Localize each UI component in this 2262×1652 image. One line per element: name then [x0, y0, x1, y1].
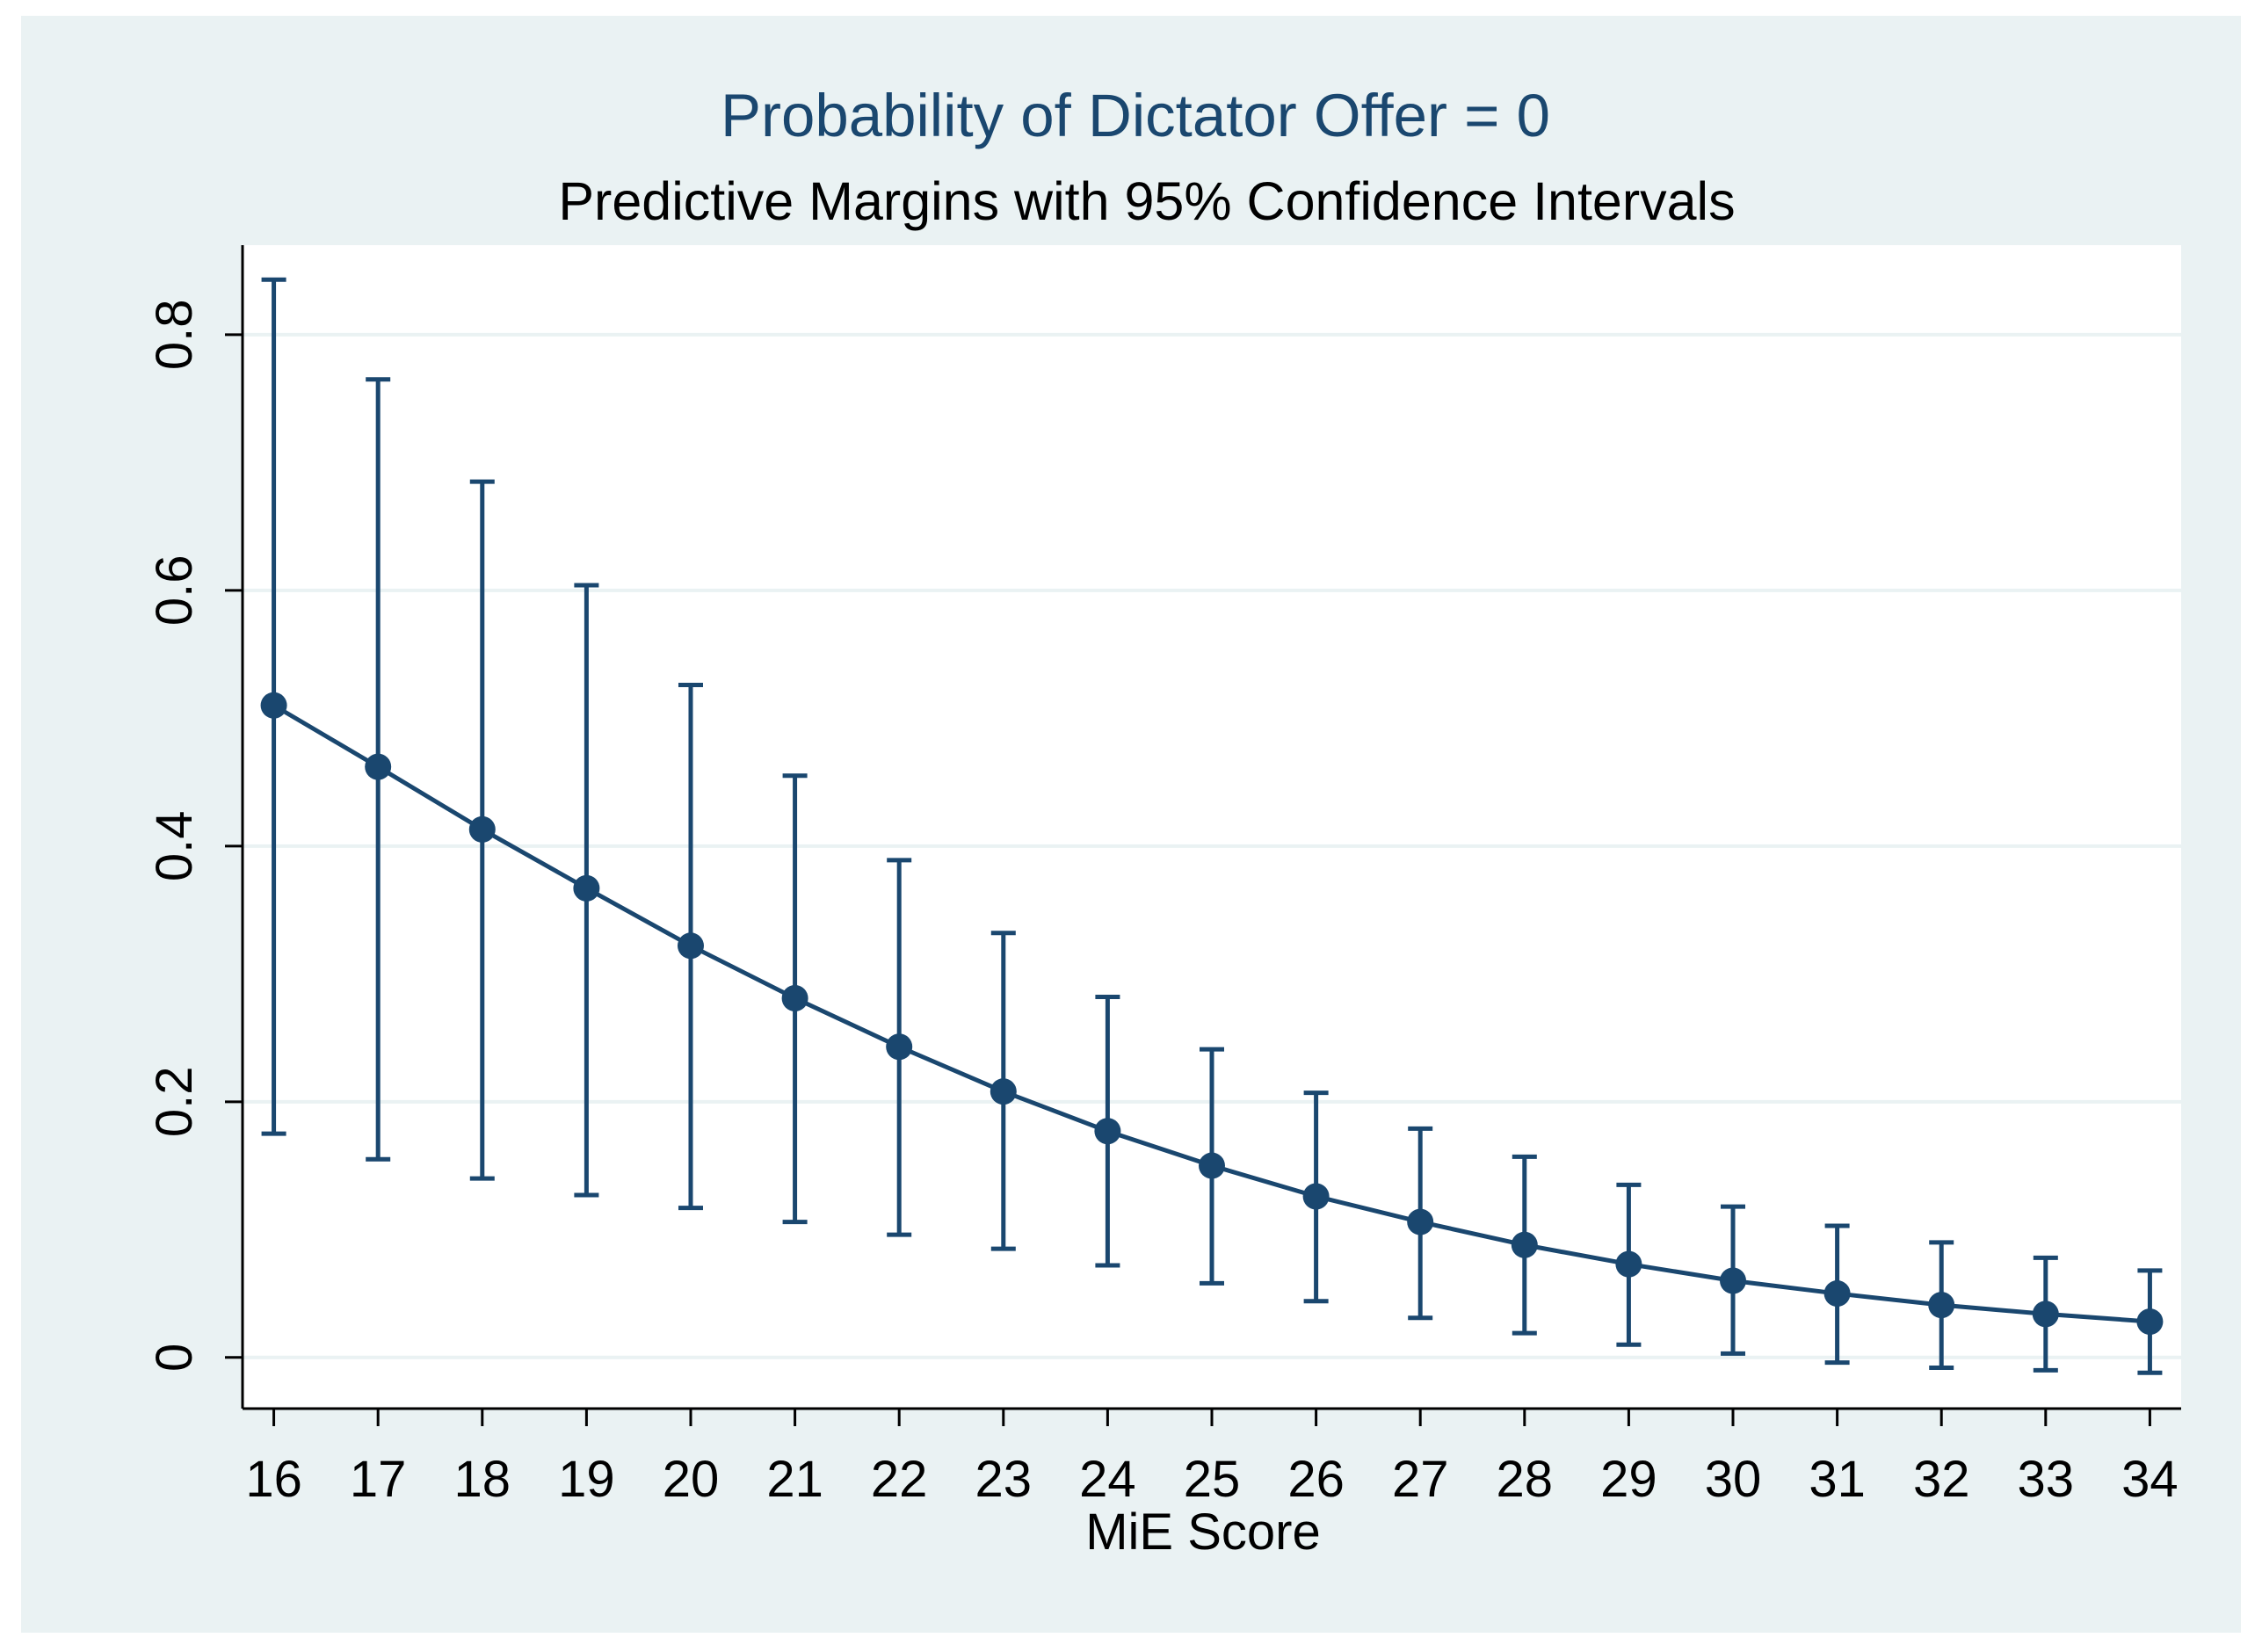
x-tick-label-18: 34: [2121, 1451, 2179, 1508]
y-tick-label-3: 0.6: [146, 555, 203, 627]
x-tick-label-8: 24: [1079, 1451, 1136, 1508]
data-point-18: [2136, 1308, 2164, 1336]
x-tick-label-13: 29: [1600, 1451, 1657, 1508]
data-point-1: [365, 753, 392, 780]
x-tick-label-5: 21: [766, 1451, 823, 1508]
x-tick-label-3: 19: [558, 1451, 615, 1508]
data-point-11: [1407, 1208, 1434, 1235]
x-tick-label-9: 25: [1184, 1451, 1241, 1508]
data-point-7: [990, 1078, 1017, 1105]
x-tick-label-10: 26: [1287, 1451, 1345, 1508]
y-tick-label-0: 0: [146, 1344, 203, 1372]
x-tick-label-12: 28: [1497, 1451, 1554, 1508]
data-point-4: [677, 932, 704, 960]
data-point-5: [781, 984, 808, 1011]
data-point-16: [1928, 1292, 1955, 1319]
data-point-13: [1615, 1250, 1642, 1278]
data-point-17: [2032, 1301, 2059, 1328]
axes: 0 0.2 0.4 0.6 0.8 16 17 18 19 20 21 22 23 24 25 26 27 28 2…: [146, 245, 2181, 1508]
data-point-2: [468, 815, 496, 843]
series-layer: [260, 692, 2164, 1336]
data-point-12: [1511, 1231, 1538, 1258]
data-point-14: [1720, 1267, 1747, 1294]
gridlines: [243, 332, 2181, 1359]
data-point-6: [886, 1033, 913, 1061]
data-point-8: [1094, 1118, 1121, 1145]
data-point-0: [260, 692, 287, 719]
x-tick-label-17: 33: [2018, 1451, 2075, 1508]
x-tick-label-7: 23: [975, 1451, 1033, 1508]
x-axis-title: MiE Score: [1085, 1503, 1321, 1561]
data-point-15: [1823, 1280, 1851, 1308]
x-tick-label-16: 32: [1913, 1451, 1970, 1508]
y-tick-label-2: 0.4: [146, 811, 203, 882]
chart-subtitle: Predictive Margins with 95% Confidence I…: [558, 171, 1735, 231]
data-point-3: [573, 874, 600, 902]
x-tick-label-11: 27: [1392, 1451, 1449, 1508]
x-tick-label-4: 20: [663, 1451, 720, 1508]
chart-title: Probability of Dictator Offer = 0: [721, 82, 1550, 149]
x-tick-label-15: 31: [1809, 1451, 1866, 1508]
y-tick-label-4: 0.8: [146, 300, 203, 371]
data-point-9: [1199, 1152, 1225, 1179]
y-tick-label-1: 0.2: [146, 1066, 203, 1137]
data-point-10: [1302, 1183, 1330, 1210]
x-tick-label-1: 17: [350, 1451, 407, 1508]
x-tick-label-0: 16: [245, 1451, 302, 1508]
x-tick-label-14: 30: [1705, 1451, 1762, 1508]
x-tick-label-6: 22: [871, 1451, 928, 1508]
x-tick-label-2: 18: [454, 1451, 511, 1508]
